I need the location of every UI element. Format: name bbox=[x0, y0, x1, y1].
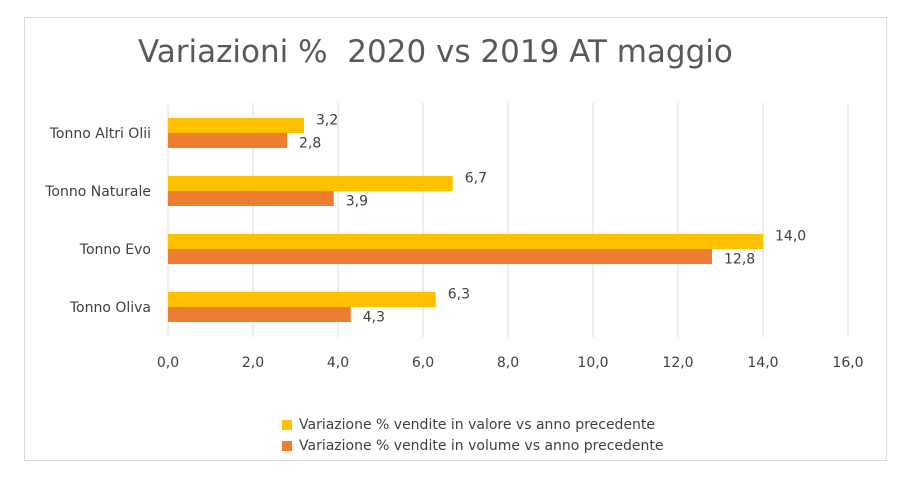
bar-s1-c2 bbox=[168, 249, 712, 264]
bar-s1-c3 bbox=[168, 307, 351, 322]
data-label-s1-c3: 4,3 bbox=[363, 310, 385, 326]
x-tick-label-2: 4,0 bbox=[327, 355, 349, 371]
data-label-s1-c2: 12,8 bbox=[724, 252, 755, 268]
data-label-s1-c1: 3,9 bbox=[346, 194, 368, 210]
legend-item-volume: Variazione % vendite in volume vs anno p… bbox=[282, 435, 664, 456]
data-label-s0-c1: 6,7 bbox=[465, 171, 487, 187]
legend-item-valore: Variazione % vendite in valore vs anno p… bbox=[282, 414, 664, 435]
bar-s0-c0 bbox=[168, 118, 304, 133]
x-tick-label-8: 16,0 bbox=[832, 355, 863, 371]
chart-legend: Variazione % vendite in valore vs anno p… bbox=[282, 414, 664, 456]
bar-s0-c2 bbox=[168, 234, 763, 249]
data-label-s0-c0: 3,2 bbox=[316, 113, 338, 129]
chart-title: Variazioni % 2020 vs 2019 AT maggio bbox=[138, 34, 733, 70]
bar-s0-c1 bbox=[168, 176, 453, 191]
x-tick-label-5: 10,0 bbox=[577, 355, 608, 371]
bar-s1-c0 bbox=[168, 133, 287, 148]
x-tick-label-6: 12,0 bbox=[662, 355, 693, 371]
bar-s1-c1 bbox=[168, 191, 334, 206]
legend-swatch-volume bbox=[282, 440, 292, 451]
x-tick-label-4: 8,0 bbox=[497, 355, 519, 371]
x-tick-label-7: 14,0 bbox=[747, 355, 778, 371]
bar-s0-c3 bbox=[168, 292, 436, 307]
category-label-2: Tonno Evo bbox=[79, 242, 151, 258]
legend-label-valore: Variazione % vendite in valore vs anno p… bbox=[299, 416, 656, 433]
x-tick-label-0: 0,0 bbox=[157, 355, 179, 371]
data-label-s1-c0: 2,8 bbox=[299, 136, 321, 152]
category-label-3: Tonno Oliva bbox=[69, 300, 151, 316]
legend-swatch-valore bbox=[282, 419, 292, 430]
category-label-0: Tonno Altri Olii bbox=[49, 126, 151, 142]
legend-label-volume: Variazione % vendite in volume vs anno p… bbox=[299, 437, 664, 454]
x-tick-label-1: 2,0 bbox=[242, 355, 264, 371]
x-tick-label-3: 6,0 bbox=[412, 355, 434, 371]
data-label-s0-c3: 6,3 bbox=[448, 287, 470, 303]
category-label-1: Tonno Naturale bbox=[44, 184, 151, 200]
data-label-s0-c2: 14,0 bbox=[775, 229, 806, 245]
